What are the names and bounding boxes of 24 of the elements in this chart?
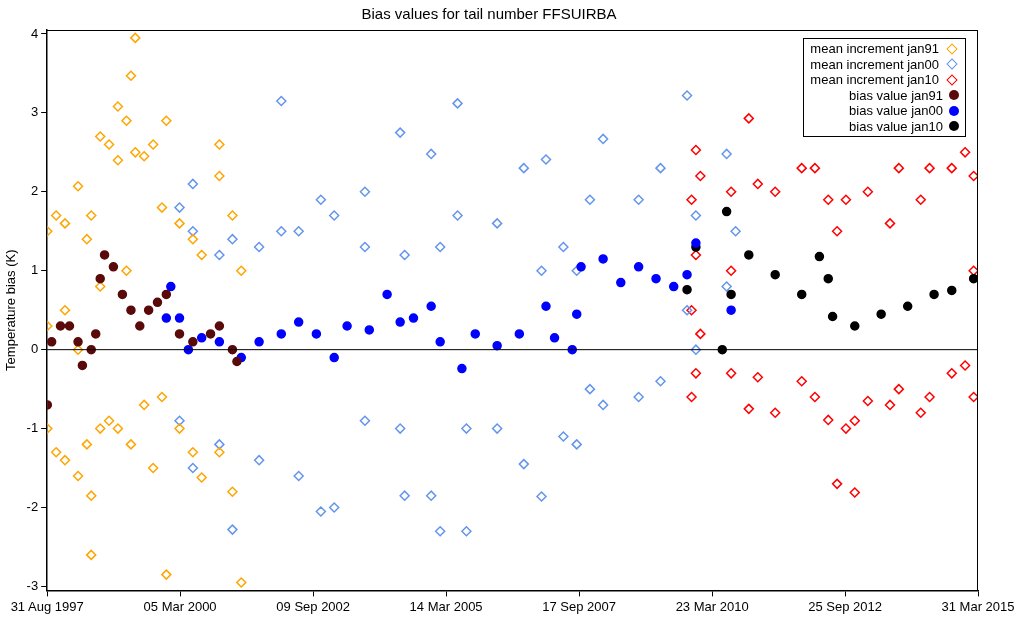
legend-label: bias value jan00	[849, 103, 943, 119]
x-tick-label: 31 Aug 1997	[10, 598, 84, 614]
y-tick-label: -2	[26, 499, 39, 515]
legend-label: bias value jan10	[849, 118, 943, 134]
y-tick-label: 4	[30, 25, 39, 41]
x-tick-label: 17 Sep 2007	[542, 598, 616, 614]
x-tick-label: 23 Mar 2010	[675, 598, 749, 614]
legend-label: bias value jan91	[849, 87, 943, 103]
x-tick-label: 05 Mar 2000	[143, 598, 217, 614]
chart-title: Bias values for tail number FFSUIRBA	[361, 5, 617, 23]
y-tick-label: 2	[30, 183, 39, 199]
y-tick-label: -1	[26, 420, 39, 436]
x-tick-label: 14 Mar 2005	[409, 598, 483, 614]
x-tick-label: 31 Mar 2015	[941, 598, 1015, 614]
x-tick-label: 25 Sep 2012	[808, 598, 882, 614]
legend-label: mean increment jan10	[810, 72, 939, 88]
y-tick-label: 0	[30, 341, 39, 357]
legend-label: mean increment jan00	[810, 56, 939, 72]
y-tick-label: -3	[26, 578, 39, 594]
y-tick-label: 1	[30, 262, 39, 278]
y-tick-label: 3	[30, 104, 39, 120]
x-tick-label: 09 Sep 2002	[276, 598, 351, 614]
y-axis-title: Temperature bias (K)	[3, 249, 19, 371]
legend-label: mean increment jan91	[810, 41, 939, 57]
